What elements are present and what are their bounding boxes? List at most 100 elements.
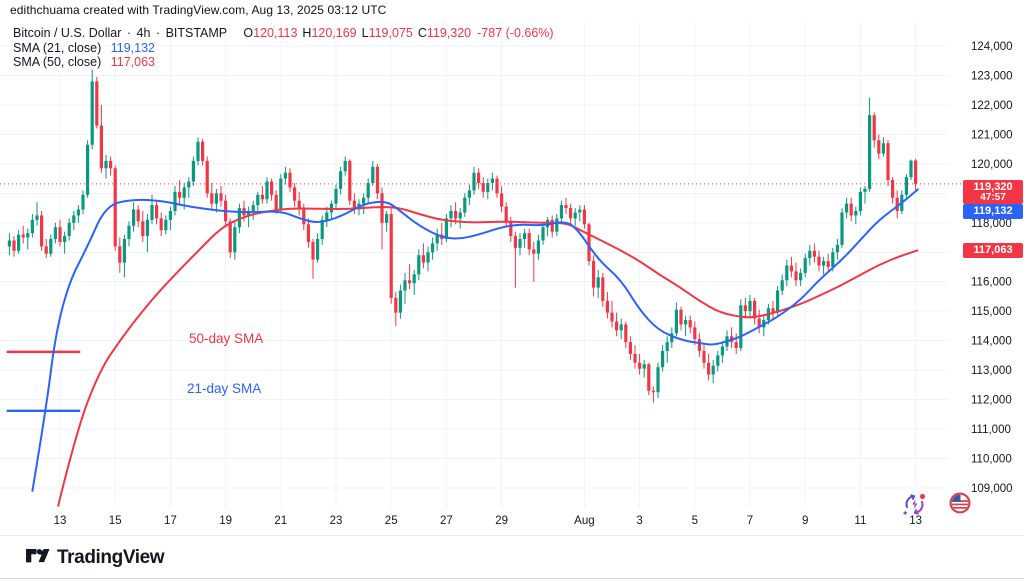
candle-body [564,205,568,209]
candle-body [573,212,577,219]
candle-body [891,180,895,198]
time-axis-label: 19 [219,515,232,527]
candle-body [247,211,251,216]
candle-body [555,218,559,232]
candle-body [895,197,899,212]
candle-body [86,144,90,195]
candle-body [127,225,131,240]
candle-body [651,390,655,393]
exchange-label[interactable]: BITSTAMP [165,26,227,40]
candle-body [40,215,44,247]
candle-body [104,160,108,169]
candle-body [854,211,858,216]
candle-body [214,193,218,204]
candle-body [196,141,200,161]
candle-body [633,353,637,363]
candle-body [610,312,614,322]
candle-body [527,233,531,250]
candle-body [697,339,701,351]
candle-body [536,240,540,254]
candle-body [863,188,867,192]
candle-body [817,256,821,266]
price-axis-label: 120,000 [971,159,1013,171]
candle-body [707,362,711,375]
candle-body [67,222,71,237]
candle-body [320,219,324,240]
symbol-name[interactable]: Bitcoin / U.S. Dollar [13,26,122,40]
candle-body [587,224,591,262]
time-axis-label: 23 [330,515,343,527]
price-axis-label: 115,000 [971,306,1012,318]
candle-body [302,209,306,225]
candle-body [118,246,122,263]
ohlc-values: O120,113 H120,169 L119,075 C119,320 -787 (-0… [243,26,554,40]
candle-body [463,197,467,213]
candle-body [191,160,195,182]
sma21-label: SMA (21, close) [13,40,102,55]
candle-body [734,342,738,349]
candle-body [523,233,527,240]
tradingview-logo-mark [26,548,50,562]
sma50-legend-row[interactable]: SMA (50, close) 117,063 [13,55,554,69]
refresh-flash-icon[interactable] [901,491,928,518]
tradingview-logo[interactable]: TradingView [26,543,165,573]
candle-body [785,265,789,281]
sma50-annotation-label: 50-day SMA [189,331,264,346]
candle-body [72,215,76,223]
sma21-legend-row[interactable]: SMA (21, close) 119,132 [13,41,554,55]
candle-body [794,271,798,281]
candle-body [845,203,849,213]
candle-body [647,364,651,391]
candle-body [159,218,163,231]
candle-body [835,244,839,253]
candle-body [145,219,149,237]
candle-body [803,258,807,273]
candle-body [711,365,715,375]
candle-body [348,160,352,201]
sma21-annotation-label: 21-day SMA [187,381,262,396]
candle-body [136,209,140,222]
candle-body [362,197,366,204]
candle-body [293,187,297,201]
candle-body [132,209,136,226]
candle-body [840,212,844,245]
candle-body [99,125,103,169]
time-axis-label: 3 [636,515,642,527]
candle-body [500,193,504,207]
grid-lines [0,22,948,508]
candle-body [426,252,430,263]
candle-body [187,181,191,188]
time-axis[interactable]: 13 15 17 19 21 23 25 27 29 Aug 3 5 7 9 11 13 [54,515,922,527]
candle-body [385,213,389,223]
sma50-label: SMA (50, close) [13,55,102,69]
candle-body [30,219,34,234]
price-axis[interactable]: 124,000 123,000 122,000 121,000 120,000 118,0… [971,41,1013,495]
time-axis-label: 5 [692,515,698,527]
usd-flag-icon[interactable] [949,492,971,514]
last-price-value: 119,320 [973,181,1013,193]
candle-body [812,250,816,257]
candle-body [868,115,872,189]
candle-body [141,221,145,237]
candle-body [858,191,862,212]
candle-body [168,211,172,220]
candle-body [513,236,517,248]
candle-body [481,183,485,192]
candle-body [352,200,356,210]
sma50-line [57,206,919,507]
candle-body [210,193,214,204]
candle-body [886,143,890,181]
symbol-row[interactable]: Bitcoin / U.S. Dollar · 4h · BITSTAMP O1… [13,26,554,40]
candle-body [270,181,274,195]
interval-label[interactable]: 4h [136,26,151,40]
candle-body [518,239,522,248]
candle-body [444,218,448,240]
chart-bottom-divider [0,535,1024,536]
tradingview-logo-text: TradingView [57,547,165,568]
price-axis-label: 113,000 [971,365,1012,377]
candle-body [44,246,48,254]
candle-body [679,309,683,325]
sma21-value: 119,132 [110,40,155,55]
